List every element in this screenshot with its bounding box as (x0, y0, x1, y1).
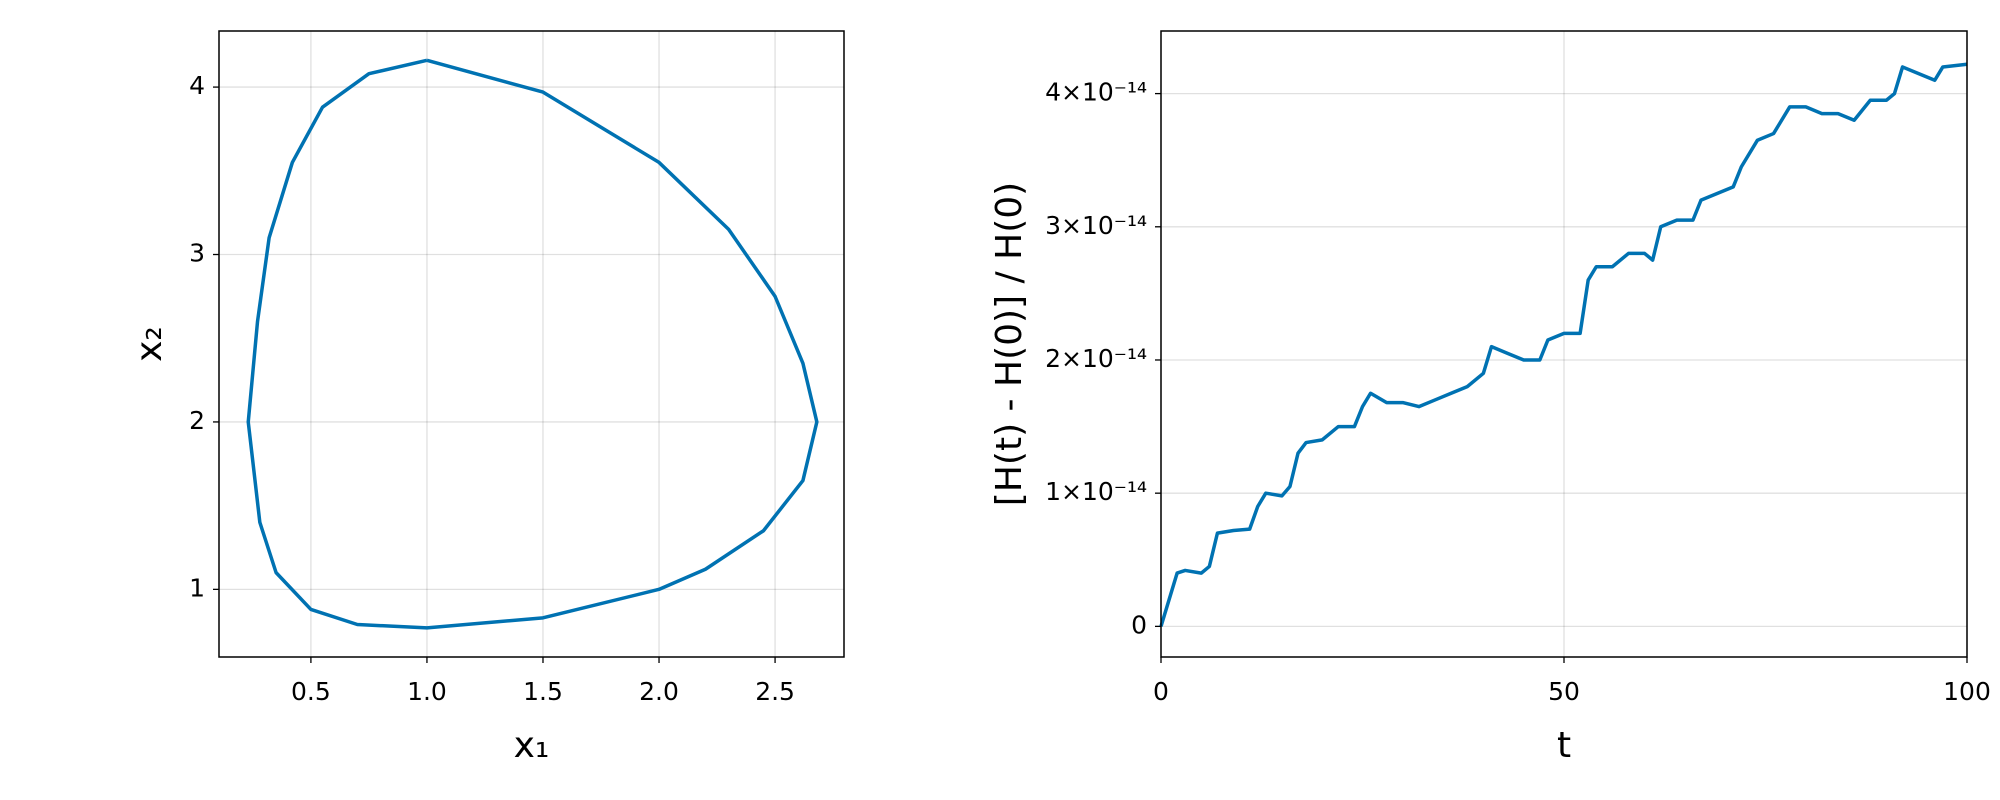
y-tick-label: 3×10⁻¹⁴ (1045, 211, 1147, 240)
y-tick-label: 0 (1131, 610, 1147, 639)
y-tick-label: 4×10⁻¹⁴ (1045, 78, 1147, 107)
x-tick-label: 50 (1548, 677, 1580, 706)
plot-frame (1160, 30, 1968, 658)
y-tick-label: 1×10⁻¹⁴ (1045, 477, 1147, 506)
x-tick-label: 0.5 (291, 677, 331, 706)
y-tick-label: 2 (189, 406, 205, 435)
x-tick-label: 100 (1943, 677, 1991, 706)
y-tick-label: 1 (189, 573, 205, 602)
y-tick-label: 3 (189, 239, 205, 268)
x-tick-label: 2.0 (639, 677, 679, 706)
x-tick-label: 1.0 (407, 677, 447, 706)
data-line (1159, 62, 1968, 627)
x-axis-label: t (1557, 725, 1571, 766)
x-tick-label: 1.5 (523, 677, 563, 706)
data-line (246, 58, 819, 630)
y-tick-label: 4 (189, 71, 205, 100)
x-tick-label: 2.5 (755, 677, 795, 706)
x-tick-label: 0 (1153, 677, 1169, 706)
y-tick-label: 2×10⁻¹⁴ (1045, 344, 1147, 373)
y-axis-label: [H(t) - H(0)] / H(0) (989, 182, 1030, 506)
plot-frame (218, 30, 845, 658)
y-axis-label: x₂ (129, 326, 170, 362)
x-axis-label: x₁ (514, 725, 550, 766)
